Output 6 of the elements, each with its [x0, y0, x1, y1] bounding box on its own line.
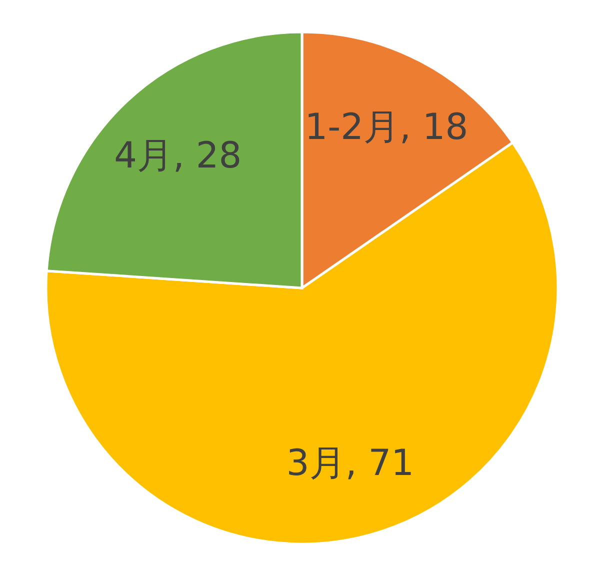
slice-label: 1-2月 — [304, 106, 400, 148]
data-label: , 18 — [400, 106, 468, 148]
slice-label: 4月 — [114, 134, 173, 176]
data-label: , 71 — [345, 442, 414, 484]
data-label: , 28 — [172, 134, 242, 176]
slice-label: 3月 — [286, 442, 346, 484]
